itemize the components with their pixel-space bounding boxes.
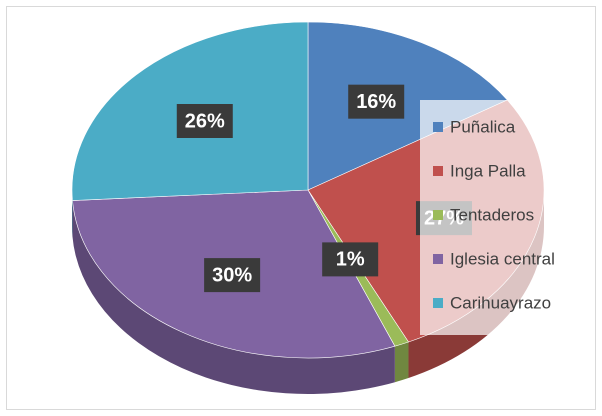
legend-label: Carihuayrazo — [450, 293, 551, 312]
slice-side — [394, 342, 409, 383]
data-label: 26% — [185, 110, 225, 132]
data-label-box — [348, 84, 405, 119]
legend-box — [420, 100, 562, 335]
legend-label: Inga Palla — [450, 161, 526, 180]
slice — [307, 21, 508, 191]
legend-swatch — [433, 122, 443, 132]
data-label-box — [176, 103, 233, 138]
legend: Puñalica Inga Palla Tentaderos Iglesia cent… — [420, 100, 562, 335]
legend-label: Puñalica — [450, 117, 516, 136]
legend-swatch — [433, 210, 443, 220]
legend-swatch — [433, 166, 443, 176]
data-label: 16% — [356, 91, 396, 113]
data-label: 30% — [212, 264, 252, 286]
legend-label: Iglesia central — [450, 249, 555, 268]
legend-swatch — [433, 298, 443, 308]
legend-swatch — [433, 254, 443, 264]
data-label: 1% — [336, 249, 365, 271]
slice-side — [72, 200, 395, 395]
legend-label: Tentaderos — [450, 205, 534, 224]
data-label-box — [204, 258, 261, 293]
data-label-box — [322, 242, 379, 277]
